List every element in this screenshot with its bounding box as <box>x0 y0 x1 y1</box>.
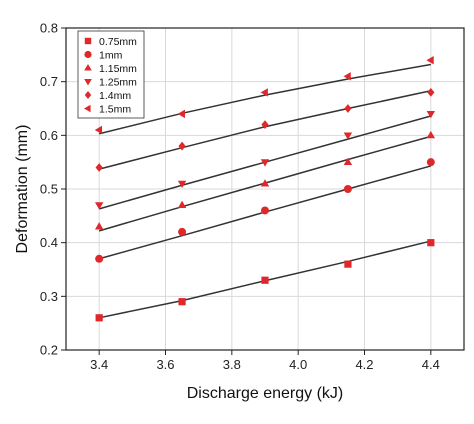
y-axis-title: Deformation (mm) <box>14 125 31 254</box>
point-0-75mm <box>178 298 186 306</box>
point-1mm <box>95 254 104 263</box>
point-0-75mm <box>95 314 103 322</box>
point-1mm <box>178 227 187 236</box>
point-1-4mm <box>344 104 352 113</box>
point-1-25mm <box>426 110 436 119</box>
legend-label: 1.4mm <box>99 90 131 102</box>
point-1-15mm <box>426 130 436 139</box>
y-tick-label: 0.2 <box>40 343 58 358</box>
legend-marker <box>84 64 92 71</box>
point-1-15mm <box>177 200 187 208</box>
legend-label: 0.75mm <box>99 36 137 48</box>
x-axis-title: Discharge energy (kJ) <box>187 385 344 402</box>
point-1-5mm <box>260 88 268 97</box>
legend-box <box>77 30 145 119</box>
x-tick-label: 3.6 <box>156 357 174 372</box>
y-tick-label: 0.5 <box>40 182 58 197</box>
point-1-5mm <box>343 72 351 81</box>
fit-line-1-5mm <box>98 63 431 135</box>
x-tick-label: 3.8 <box>223 357 241 372</box>
point-1-15mm <box>260 179 270 187</box>
y-tick-label: 0.3 <box>40 289 58 304</box>
legend-marker <box>84 104 91 113</box>
legend-marker <box>84 50 92 59</box>
point-1-4mm <box>178 141 186 151</box>
point-1-4mm <box>427 88 435 97</box>
y-axis: 0.2 0.3 0.4 0.5 0.6 0.7 0.8 <box>40 21 66 358</box>
point-1-5mm <box>177 109 185 119</box>
x-tick-label: 3.4 <box>90 357 108 372</box>
x-tick-label: 4.4 <box>422 357 440 372</box>
point-0-75mm <box>261 276 269 284</box>
y-tick-label: 0.7 <box>40 74 58 89</box>
y-tick-label: 0.8 <box>40 21 58 36</box>
x-axis: 3.4 3.6 3.8 4.0 4.2 4.4 <box>90 350 440 372</box>
point-0-75mm <box>427 239 435 247</box>
point-1-25mm <box>94 202 104 210</box>
point-1-4mm <box>261 120 269 129</box>
point-1-25mm <box>177 180 187 189</box>
point-1mm <box>426 158 435 167</box>
point-1-15mm <box>343 157 353 166</box>
x-tick-label: 4.2 <box>355 357 373 372</box>
point-1mm <box>261 206 269 215</box>
point-0-75mm <box>344 260 352 268</box>
point-1-5mm <box>94 125 103 135</box>
legend-label: 1.25mm <box>99 76 137 88</box>
data-points <box>94 56 436 322</box>
legend-marker <box>84 37 92 45</box>
legend-marker <box>84 91 92 99</box>
point-1-4mm <box>95 163 103 172</box>
legend-label: 1.5mm <box>99 103 131 115</box>
legend-label: 1.15mm <box>99 63 137 75</box>
point-1-15mm <box>94 222 104 230</box>
point-1-5mm <box>426 56 434 65</box>
y-tick-label: 0.6 <box>40 128 58 143</box>
legend-marker <box>84 78 92 86</box>
point-1mm <box>343 185 352 193</box>
legend-label: 1mm <box>99 49 123 61</box>
x-tick-label: 4.0 <box>289 357 307 372</box>
point-1-25mm <box>260 159 270 167</box>
y-tick-label: 0.4 <box>40 235 58 250</box>
point-1-25mm <box>343 132 353 140</box>
